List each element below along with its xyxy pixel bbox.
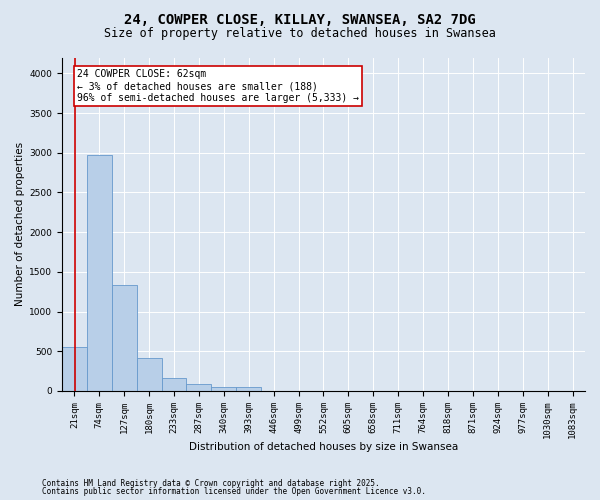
- Text: 24, COWPER CLOSE, KILLAY, SWANSEA, SA2 7DG: 24, COWPER CLOSE, KILLAY, SWANSEA, SA2 7…: [124, 12, 476, 26]
- Bar: [87, 155, 112, 391]
- Bar: [62, 346, 87, 391]
- X-axis label: Distribution of detached houses by size in Swansea: Distribution of detached houses by size …: [189, 442, 458, 452]
- Bar: [211, 386, 236, 391]
- Text: 24 COWPER CLOSE: 62sqm
← 3% of detached houses are smaller (188)
96% of semi-det: 24 COWPER CLOSE: 62sqm ← 3% of detached …: [77, 70, 359, 102]
- Text: Contains public sector information licensed under the Open Government Licence v3: Contains public sector information licen…: [42, 487, 426, 496]
- Bar: [161, 378, 187, 391]
- Text: Size of property relative to detached houses in Swansea: Size of property relative to detached ho…: [104, 28, 496, 40]
- Text: Contains HM Land Registry data © Crown copyright and database right 2025.: Contains HM Land Registry data © Crown c…: [42, 478, 380, 488]
- Bar: [187, 384, 211, 391]
- Y-axis label: Number of detached properties: Number of detached properties: [15, 142, 25, 306]
- Bar: [137, 358, 161, 391]
- Bar: [112, 284, 137, 391]
- Bar: [236, 388, 261, 391]
